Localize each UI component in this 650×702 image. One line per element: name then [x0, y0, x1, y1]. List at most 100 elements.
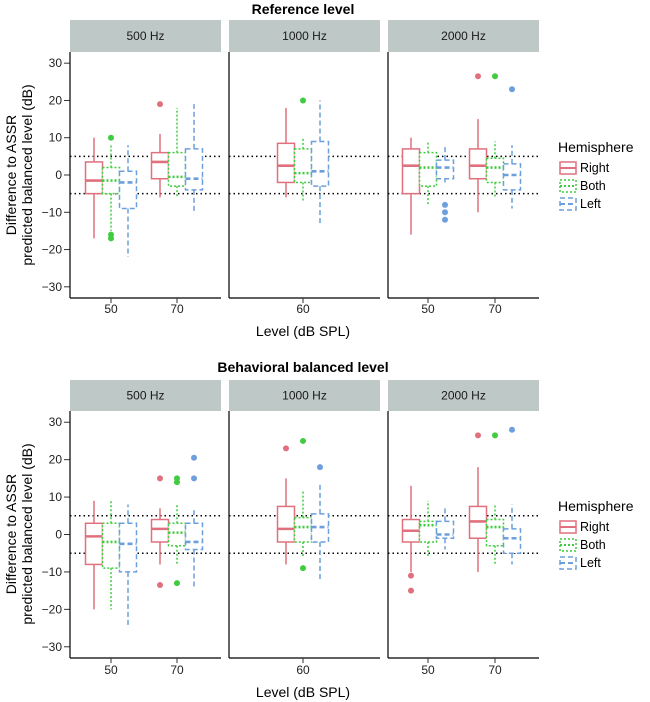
y-tick-label: 30: [49, 415, 63, 429]
box-body: [293, 516, 313, 543]
box-body: [167, 151, 187, 187]
legend-title: Hemisphere: [558, 139, 634, 155]
facet-strip: [229, 380, 380, 411]
box-left: [184, 454, 204, 587]
box-left: [435, 508, 455, 550]
outlier-point: [442, 209, 448, 216]
legend-title: Hemisphere: [558, 498, 634, 514]
box-body: [293, 148, 313, 184]
x-tick-label: 70: [170, 302, 184, 316]
y-tick-label: 30: [49, 56, 63, 70]
y-tick-label: 20: [49, 453, 63, 467]
y-tick-label: −10: [42, 205, 63, 219]
box-body: [468, 148, 488, 180]
facet-strip: [70, 380, 221, 411]
y-tick-label: −30: [42, 280, 63, 294]
box-body: [101, 522, 121, 569]
outlier-point: [408, 572, 414, 579]
box-right: [150, 101, 170, 198]
box-both: [167, 107, 187, 198]
x-tick-label: 60: [296, 302, 310, 316]
box-left: [435, 145, 455, 223]
y-tick-label: −30: [42, 640, 63, 654]
box-body: [310, 140, 330, 187]
outlier-point: [509, 426, 515, 433]
facet-strip-label: 1000 Hz: [282, 389, 327, 403]
y-tick-label: 10: [49, 490, 63, 504]
y-tick-label: −10: [42, 565, 63, 579]
y-tick-label: 0: [55, 168, 62, 182]
outlier-point: [300, 437, 306, 444]
outlier-point: [492, 73, 498, 80]
y-tick-label: −20: [42, 602, 63, 616]
facet-strip-label: 2000 Hz: [441, 389, 486, 403]
box-right: [276, 107, 296, 198]
box-both: [293, 97, 313, 202]
box-body: [502, 163, 522, 191]
box-both: [293, 437, 313, 572]
box-left: [502, 426, 522, 565]
x-tick-label: 70: [488, 302, 502, 316]
facet-strip: [70, 20, 221, 52]
outlier-point: [157, 101, 163, 108]
y-axis-title-line1: Difference to ASSR: [3, 474, 19, 594]
y-axis-title-line2: predicted balanced level (dB): [19, 84, 35, 265]
facet-strip-label: 500 Hz: [126, 29, 164, 43]
outlier-point: [174, 479, 180, 486]
box-both: [167, 475, 187, 587]
outlier-point: [174, 580, 180, 587]
x-tick-label: 50: [421, 663, 435, 677]
box-right: [84, 500, 104, 610]
box-body: [276, 505, 296, 543]
facet-strip: [229, 20, 380, 52]
panel-title: Behavioral balanced level: [217, 359, 388, 375]
outlier-point: [300, 565, 306, 572]
facet-strip: [388, 380, 539, 411]
y-axis-title-line1: Difference to ASSR: [3, 115, 19, 235]
legend-label-both: Both: [580, 179, 606, 193]
box-body: [418, 151, 438, 187]
outlier-point: [408, 587, 414, 594]
legend-label-right: Right: [580, 520, 610, 534]
box-body: [184, 148, 204, 191]
box-left: [118, 504, 138, 629]
box-body: [435, 159, 455, 180]
box-right: [276, 445, 296, 565]
facet-strip: [388, 20, 539, 52]
box-left: [310, 464, 330, 580]
box-both: [418, 141, 438, 205]
box-left: [184, 104, 204, 213]
x-tick-label: 70: [170, 663, 184, 677]
box-both: [101, 134, 121, 242]
outlier-point: [157, 582, 163, 589]
box-right: [84, 137, 104, 239]
box-body: [401, 148, 421, 195]
box-left: [118, 145, 138, 257]
box-both: [485, 73, 505, 198]
box-left: [310, 100, 330, 224]
box-body: [276, 142, 296, 184]
y-tick-label: −20: [42, 243, 63, 257]
outlier-point: [191, 454, 197, 461]
box-body: [118, 522, 138, 573]
legend-label-both: Both: [580, 538, 606, 552]
x-tick-label: 70: [488, 663, 502, 677]
y-tick-label: 10: [49, 131, 63, 145]
outlier-point: [442, 201, 448, 208]
outlier-point: [300, 97, 306, 104]
box-body: [84, 161, 104, 195]
x-axis-title: Level (dB SPL): [256, 684, 350, 700]
box-body: [485, 157, 505, 184]
box-body: [84, 522, 104, 566]
x-tick-label: 50: [421, 302, 435, 316]
box-right: [468, 432, 488, 572]
y-axis-title: Difference to ASSRpredicted balanced lev…: [3, 84, 35, 265]
box-both: [485, 432, 505, 565]
legend-label-left: Left: [580, 556, 601, 570]
box-left: [502, 86, 522, 209]
x-axis-title: Level (dB SPL): [256, 323, 350, 339]
outlier-point: [108, 134, 114, 141]
box-body: [118, 170, 138, 210]
facet-strip-label: 2000 Hz: [441, 29, 486, 43]
